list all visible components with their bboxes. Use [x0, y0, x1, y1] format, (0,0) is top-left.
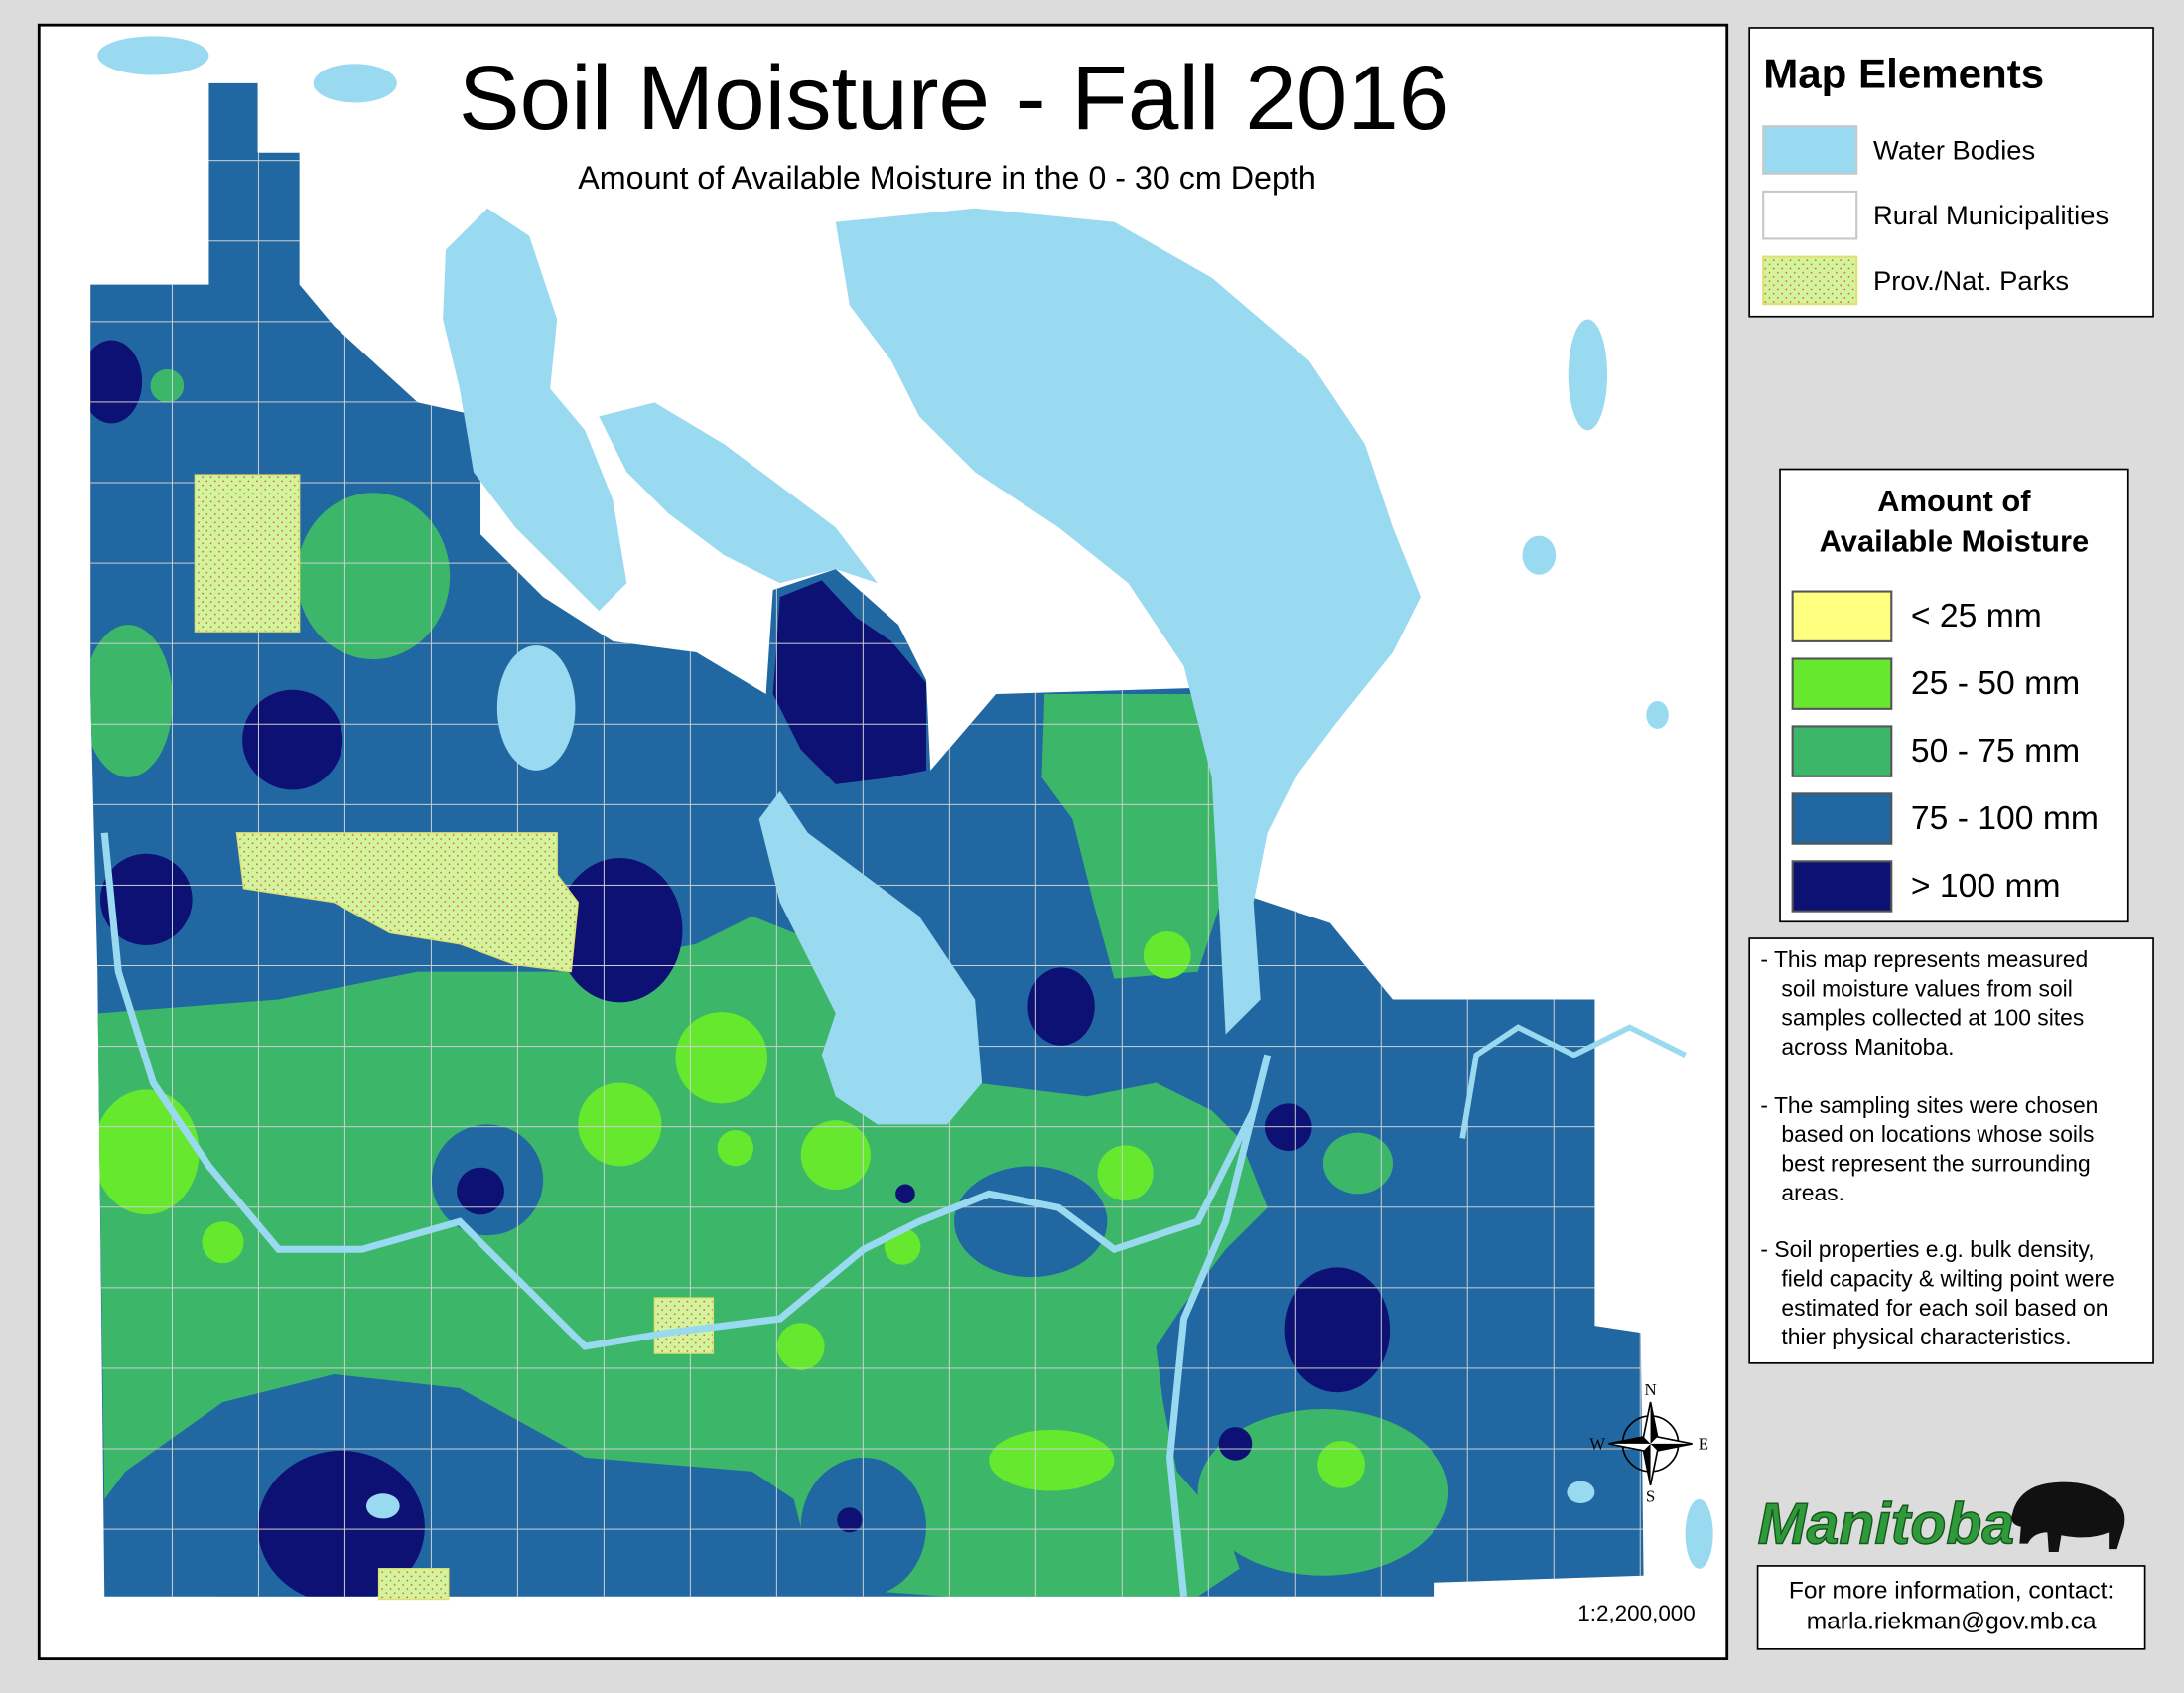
legend-label: < 25 mm — [1911, 598, 2042, 635]
legend-label: Rural Municipalities — [1873, 200, 2109, 230]
note-line: best represent the surrounding — [1781, 1151, 2090, 1177]
legend-swatch — [1791, 860, 1893, 913]
layout: Soil Moisture - Fall 2016 Amount of Avai… — [37, 23, 2154, 1661]
legend-label: Prov./Nat. Parks — [1873, 265, 2069, 296]
legend-swatch — [1762, 255, 1858, 306]
note-line: based on locations whose soils — [1781, 1121, 2094, 1147]
contact-box — [1756, 1565, 2146, 1650]
note-line: areas. — [1781, 1180, 1844, 1205]
legend-title: Available Moisture — [1820, 524, 2089, 559]
notes: - This map represents measured soil moist… — [1760, 946, 2114, 1349]
lake — [599, 402, 878, 584]
lake — [365, 1493, 400, 1519]
lake — [1568, 319, 1608, 431]
scale-text: 1:2,200,000 — [1577, 1601, 1696, 1625]
legend-swatch — [1762, 190, 1858, 240]
contact-label: For more information, contact: — [1789, 1578, 2114, 1605]
note-line: soil moisture values from soil — [1781, 975, 2072, 1001]
bison-icon — [2011, 1481, 2125, 1552]
moisture-legend-box — [1779, 468, 2129, 923]
note-line: field capacity & wilting point were — [1781, 1266, 2114, 1292]
note-line: thier physical characteristics. — [1781, 1324, 2071, 1349]
note-line: - The sampling sites were chosen — [1760, 1092, 2098, 1118]
legend-swatch — [1762, 125, 1858, 175]
water-bodies — [97, 36, 1713, 1598]
compass-label: W — [1589, 1434, 1605, 1453]
note-line: - This map represents measured — [1760, 946, 2088, 972]
park — [194, 474, 301, 633]
compass-label: E — [1699, 1434, 1708, 1453]
lake — [758, 790, 983, 1125]
note-line: samples collected at 100 sites — [1781, 1005, 2084, 1031]
legend-label: 25 - 50 mm — [1911, 665, 2080, 702]
legend-title: Map Elements — [1763, 51, 2044, 97]
lake — [97, 36, 209, 75]
legend-swatch — [1791, 725, 1893, 777]
notes-box — [1748, 937, 2154, 1364]
legend-label: 50 - 75 mm — [1911, 733, 2080, 770]
river — [1459, 1024, 1687, 1139]
lake — [835, 208, 1422, 1035]
note-line: across Manitoba. — [1781, 1034, 1954, 1059]
legend-swatch — [1791, 792, 1893, 845]
lake — [496, 645, 576, 771]
moisture-legend: Amount of Available Moisture < 25 mm 25 - 5… — [1791, 484, 2099, 913]
river — [100, 832, 1272, 1350]
logo-text: Manitoba — [1758, 1492, 2015, 1557]
note-line: - Soil properties e.g. bulk density, — [1760, 1236, 2094, 1262]
map-elements-legend: Water Bodies Rural Municipalities Prov./Na… — [1762, 125, 2109, 306]
compass-label: S — [1646, 1487, 1655, 1506]
legend-swatch — [1791, 590, 1893, 642]
river — [1165, 1109, 1258, 1598]
legend-title: Amount of — [1877, 484, 2031, 518]
lake — [1646, 700, 1669, 729]
contact-email: marla.riekman@gov.mb.ca — [1807, 1608, 2097, 1634]
park — [377, 1568, 450, 1601]
compass: N S E W — [1589, 1380, 1708, 1506]
map-subtitle: Amount of Available Moisture in the 0 - … — [578, 160, 1316, 196]
lake — [313, 64, 397, 103]
lake — [1522, 535, 1557, 575]
note-line: estimated for each soil based on — [1781, 1295, 2108, 1321]
legend-label: Water Bodies — [1873, 135, 2035, 166]
legend-label: 75 - 100 mm — [1911, 800, 2099, 837]
logo: Manitoba — [1757, 1481, 2125, 1557]
lake — [1567, 1481, 1595, 1504]
lake — [443, 208, 627, 612]
legend-label: > 100 mm — [1911, 868, 2061, 905]
compass-label: N — [1644, 1380, 1656, 1399]
map-title: Soil Moisture - Fall 2016 — [459, 46, 1449, 149]
park — [235, 832, 579, 973]
lake — [1685, 1498, 1713, 1569]
legend-swatch — [1791, 657, 1893, 710]
